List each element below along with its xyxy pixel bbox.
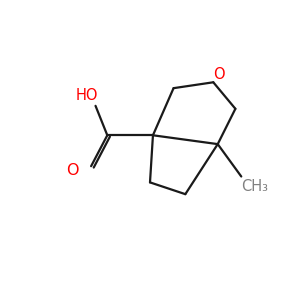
Text: HO: HO [75,88,98,103]
Text: O: O [213,68,225,82]
Text: O: O [66,163,78,178]
Text: CH₃: CH₃ [241,179,268,194]
